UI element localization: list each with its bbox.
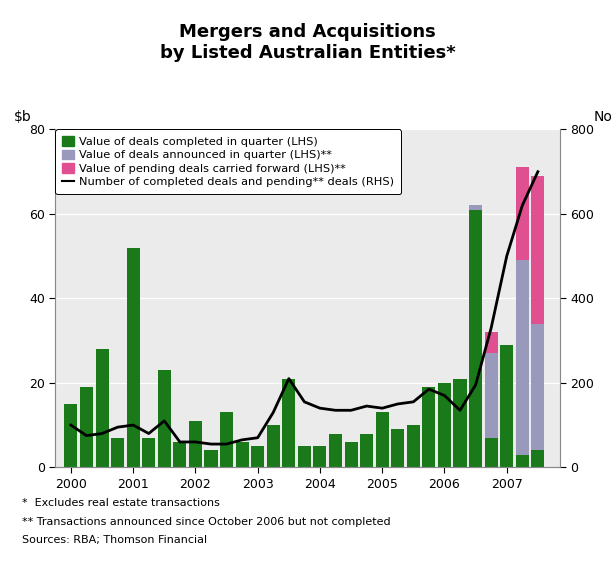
Bar <box>531 450 544 467</box>
Bar <box>329 434 342 467</box>
Bar <box>485 354 498 438</box>
Bar <box>407 425 420 467</box>
Bar <box>531 324 544 450</box>
Bar <box>500 345 514 467</box>
Bar <box>360 434 373 467</box>
Bar <box>65 404 77 467</box>
Bar <box>438 383 451 467</box>
Bar <box>516 168 529 260</box>
Text: Sources: RBA; Thomson Financial: Sources: RBA; Thomson Financial <box>22 535 207 546</box>
Bar <box>453 378 467 467</box>
Text: *  Excludes real estate transactions: * Excludes real estate transactions <box>22 498 220 508</box>
Bar <box>314 446 327 467</box>
Bar <box>485 332 498 354</box>
Bar <box>111 438 124 467</box>
Bar <box>516 260 529 455</box>
Bar <box>531 176 544 324</box>
Bar <box>80 387 93 467</box>
Bar <box>485 438 498 467</box>
Bar <box>236 442 248 467</box>
Bar <box>204 450 218 467</box>
Bar <box>267 425 280 467</box>
Bar <box>298 446 311 467</box>
Text: Mergers and Acquisitions
by Listed Australian Entities*: Mergers and Acquisitions by Listed Austr… <box>160 23 455 62</box>
Bar <box>516 455 529 467</box>
Bar <box>142 438 155 467</box>
Bar <box>344 442 357 467</box>
Bar <box>173 442 186 467</box>
Bar <box>127 248 140 467</box>
Bar <box>220 412 233 467</box>
Text: $b: $b <box>14 110 31 124</box>
Bar <box>158 370 171 467</box>
Bar <box>251 446 264 467</box>
Bar <box>189 421 202 467</box>
Text: ** Transactions announced since October 2006 but not completed: ** Transactions announced since October … <box>22 517 390 527</box>
Bar <box>423 387 435 467</box>
Bar <box>95 349 109 467</box>
Bar <box>469 210 482 467</box>
Bar <box>282 378 295 467</box>
Bar <box>469 205 482 210</box>
Bar <box>376 412 389 467</box>
Text: No: No <box>593 110 613 124</box>
Bar <box>391 429 404 467</box>
Legend: Value of deals completed in quarter (LHS), Value of deals announced in quarter (: Value of deals completed in quarter (LHS… <box>55 129 401 194</box>
